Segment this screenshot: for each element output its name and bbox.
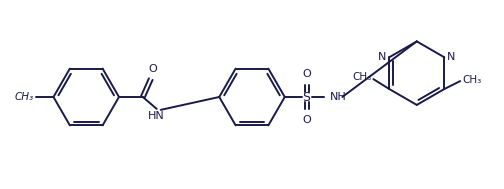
Text: CH₃: CH₃ (352, 72, 371, 82)
Text: S: S (302, 91, 310, 105)
Text: O: O (302, 69, 311, 79)
Text: N: N (378, 52, 386, 62)
Text: N: N (447, 52, 456, 62)
Text: CH₃: CH₃ (15, 92, 34, 102)
Text: HN: HN (148, 111, 165, 121)
Text: NH: NH (330, 92, 346, 102)
Text: CH₃: CH₃ (462, 75, 481, 85)
Text: O: O (302, 115, 311, 125)
Text: O: O (148, 64, 157, 74)
